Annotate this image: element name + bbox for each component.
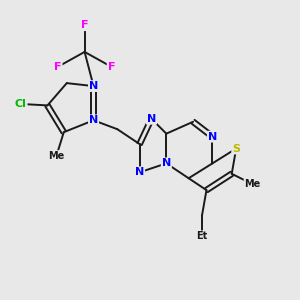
Text: S: S	[232, 143, 240, 154]
Text: Cl: Cl	[15, 99, 27, 109]
Text: N: N	[135, 167, 144, 177]
Text: N: N	[208, 132, 217, 142]
Text: N: N	[89, 81, 98, 91]
Text: F: F	[54, 62, 62, 72]
Text: Me: Me	[244, 179, 261, 189]
Text: Me: Me	[48, 151, 64, 161]
Text: N: N	[89, 115, 98, 125]
Text: N: N	[162, 158, 171, 168]
Text: Et: Et	[196, 231, 208, 241]
Text: F: F	[81, 20, 88, 30]
Text: N: N	[147, 114, 156, 124]
Text: F: F	[108, 62, 115, 72]
